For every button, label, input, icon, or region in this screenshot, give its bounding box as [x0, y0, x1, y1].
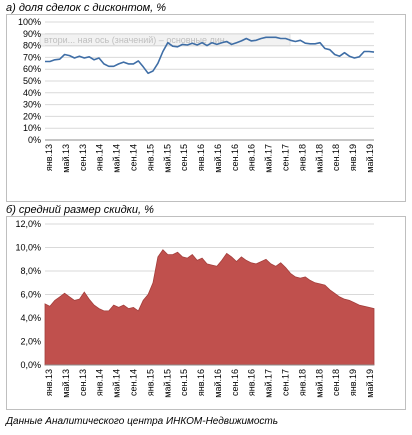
x-tick-label: сен.13: [78, 144, 88, 171]
x-tick-label: май.15: [162, 369, 172, 398]
y-tick-label: 40%: [23, 88, 41, 98]
y-tick-label: 20%: [23, 111, 41, 121]
y-tick-label: 12,0%: [15, 219, 41, 229]
x-tick-label: янв.16: [247, 369, 257, 396]
x-tick-label: сен.14: [128, 144, 138, 171]
y-tick-label: 4,0%: [20, 313, 41, 323]
chart-b-title: б) средний размер скидки, %: [6, 204, 154, 216]
chart-b-svg: 0,0% 2,0% 4,0% 6,0% 8,0% 10,0% 12,0% янв.13 май.…: [15, 219, 375, 398]
x-tick-label: май.19: [365, 369, 375, 398]
x-tick-label: янв.19: [348, 144, 358, 171]
x-tick-label: янв.16: [196, 369, 206, 396]
x-tick-label: май.17: [264, 369, 274, 398]
y-tick-label: 0%: [28, 135, 41, 145]
y-tick-label: 70%: [23, 52, 41, 62]
x-tick-label: янв.15: [145, 144, 155, 171]
x-tick-label: янв.16: [196, 144, 206, 171]
x-tick-label: янв.18: [297, 369, 307, 396]
x-tick-label: сен.18: [331, 369, 341, 396]
x-tick-label: май.14: [112, 369, 122, 398]
x-tick-label: янв.13: [44, 369, 54, 396]
y-tick-label: 2,0%: [20, 337, 41, 347]
y-tick-label: 10,0%: [15, 243, 41, 253]
x-tick-label: май.13: [61, 369, 71, 398]
x-tick-label: май.15: [162, 144, 172, 173]
y-tick-label: 10%: [23, 123, 41, 133]
x-tick-label: янв.15: [145, 369, 155, 396]
x-tick-label: май.17: [264, 144, 274, 173]
y-tick-label: 60%: [23, 64, 41, 74]
x-tick-label: янв.16: [247, 144, 257, 171]
x-tick-label: май.16: [213, 369, 223, 398]
y-tick-label: 6,0%: [20, 290, 41, 300]
x-tick-label: сен.13: [78, 369, 88, 396]
x-tick-label: сен.17: [281, 369, 291, 396]
y-tick-label: 90%: [23, 29, 41, 39]
y-tick-label: 30%: [23, 100, 41, 110]
x-tick-label: май.18: [314, 369, 324, 398]
x-tick-label: янв.19: [348, 369, 358, 396]
x-tick-label: сен.18: [331, 144, 341, 171]
area-series: [44, 249, 375, 366]
chart-a-title: а) доля сделок с дисконтом, %: [6, 2, 167, 14]
chart-a-frame: [6, 14, 406, 202]
source-note: Данные Аналитического центра ИНКОМ-Недви…: [6, 416, 279, 427]
x-tick-label: сен.16: [230, 369, 240, 396]
x-tick-label: янв.13: [44, 144, 54, 171]
x-tick-label: май.19: [365, 144, 375, 173]
x-tick-label: сен.17: [281, 144, 291, 171]
x-tick-label: янв.14: [95, 369, 105, 396]
y-tick-label: 0,0%: [20, 360, 41, 370]
chart-b-frame: [6, 216, 406, 410]
x-tick-label: янв.14: [95, 144, 105, 171]
x-tick-label: май.14: [112, 144, 122, 173]
y-tick-label: 8,0%: [20, 266, 41, 276]
chart-a-svg: втори... ная ось (значений) – основные л…: [18, 17, 375, 173]
x-tick-label: сен.15: [179, 369, 189, 396]
x-tick-label: май.18: [314, 144, 324, 173]
y-tick-label: 50%: [23, 76, 41, 86]
y-tick-label: 100%: [18, 17, 41, 27]
line-series: [45, 36, 375, 75]
x-tick-label: май.13: [61, 144, 71, 173]
x-tick-label: сен.16: [230, 144, 240, 171]
x-tick-label: сен.15: [179, 144, 189, 171]
x-tick-label: май.16: [213, 144, 223, 173]
x-tick-label: сен.14: [128, 369, 138, 396]
overlay-text: втори... ная ось (значений) – основные л…: [44, 35, 232, 45]
x-tick-label: янв.18: [297, 144, 307, 171]
y-tick-label: 80%: [23, 41, 41, 51]
